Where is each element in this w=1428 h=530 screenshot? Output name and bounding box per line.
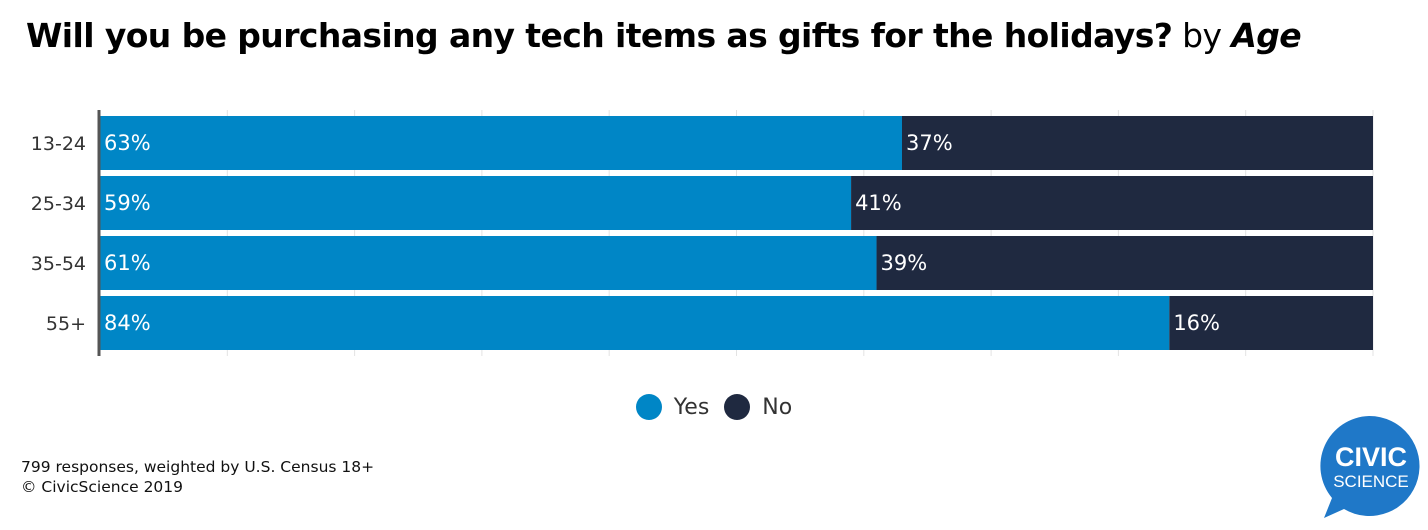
- bar-chart: 63% 37% 59% 41% 61% 39% 84% 16% 13-24 25-34 35-54…: [31, 110, 1374, 356]
- title-question: Will you be purchasing any tech items as…: [26, 16, 1173, 55]
- chart-title: Will you be purchasing any tech items as…: [26, 16, 1302, 55]
- legend-item-no[interactable]: No: [724, 394, 792, 420]
- data-label-no-55+: 16%: [1173, 311, 1220, 335]
- data-label-yes-13-24: 63%: [104, 131, 151, 155]
- legend-item-yes[interactable]: Yes: [635, 394, 710, 420]
- logo-text-civic: CIVIC: [1335, 442, 1407, 472]
- data-label-yes-55+: 84%: [104, 311, 151, 335]
- legend-dot-yes: [635, 394, 662, 420]
- footer-responses: 799 responses, weighted by U.S. Census 1…: [21, 458, 375, 476]
- bar-yes-13-24: [100, 116, 902, 170]
- bar-no-13-24: [901, 116, 1373, 170]
- title-dimension: Age: [1231, 16, 1302, 55]
- category-label-55+: 55+: [46, 313, 86, 335]
- bar-no-35-54: [876, 236, 1373, 290]
- footer-copyright: © CivicScience 2019: [21, 478, 184, 496]
- category-label-13-24: 13-24: [31, 133, 86, 155]
- legend-label-yes: Yes: [673, 394, 710, 420]
- title-by: by: [1182, 16, 1222, 55]
- data-label-no-35-54: 39%: [881, 251, 928, 275]
- data-label-no-13-24: 37%: [906, 131, 953, 155]
- category-label-25-34: 25-34: [31, 193, 86, 215]
- logo-text-science: SCIENCE: [1333, 472, 1409, 491]
- data-label-no-25-34: 41%: [855, 191, 902, 215]
- legend-dot-no: [724, 394, 751, 420]
- bar-yes-25-34: [100, 176, 852, 230]
- bar-no-25-34: [851, 176, 1373, 230]
- category-labels: 13-24 25-34 35-54 55+: [31, 133, 86, 335]
- civicscience-logo: CIVIC SCIENCE: [1320, 415, 1420, 518]
- data-label-yes-35-54: 61%: [104, 251, 151, 275]
- footer-note: 799 responses, weighted by U.S. Census 1…: [21, 457, 374, 497]
- speech-bubble-icon: [1320, 415, 1420, 518]
- legend: Yes No: [0, 394, 1428, 426]
- legend-label-no: No: [762, 394, 793, 420]
- bar-yes-35-54: [100, 236, 877, 290]
- bars: 63% 37% 59% 41% 61% 39% 84% 16%: [100, 116, 1373, 350]
- bar-yes-55+: [100, 296, 1170, 350]
- category-label-35-54: 35-54: [31, 253, 86, 275]
- bar-no-55+: [1169, 296, 1373, 350]
- data-label-yes-25-34: 59%: [104, 191, 151, 215]
